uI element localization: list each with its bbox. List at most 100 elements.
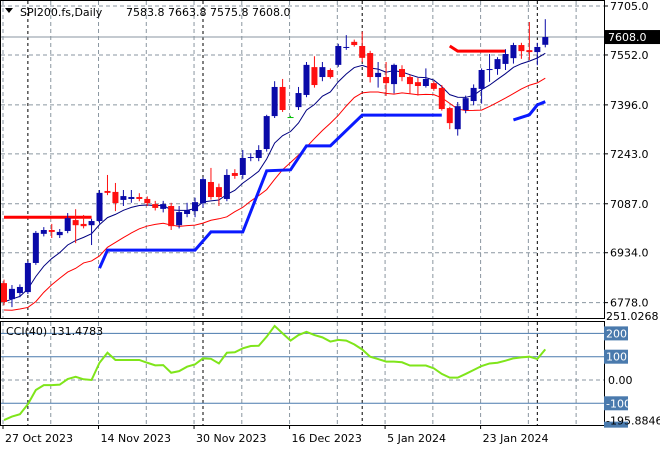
bull-candle — [534, 46, 541, 53]
bull-candle — [32, 232, 39, 263]
price-tick-label: 7705.0 — [610, 0, 649, 13]
bear-candle — [80, 223, 87, 227]
cci-label: CCI(40) 131.4783 — [6, 325, 103, 338]
bear-candle — [231, 173, 238, 176]
time-tick-label: 27 Oct 2023 — [5, 432, 73, 445]
bull-candle — [263, 116, 270, 150]
bear-candle — [152, 204, 159, 208]
bull-candle — [200, 179, 206, 204]
bear-candle — [48, 230, 55, 232]
bear-candle — [351, 41, 358, 46]
bear-candle — [406, 77, 413, 85]
bull-candle — [375, 72, 382, 78]
bull-candle — [319, 67, 326, 78]
bull-candle — [128, 197, 135, 199]
bear-candle — [104, 190, 111, 193]
bull-candle — [176, 212, 183, 226]
bear-candle — [518, 45, 525, 52]
bull-candle — [8, 288, 15, 300]
fast-ma-line — [3, 52, 546, 303]
bull-candle — [470, 87, 477, 102]
bear-candle — [383, 77, 390, 84]
bull-candle — [192, 202, 199, 212]
price-tick-label: 6934.0 — [610, 247, 649, 260]
bear-candle — [112, 191, 119, 204]
bull-candle — [454, 106, 461, 130]
ohlc-label: 7583.8 7663.8 7575.8 7608.0 — [126, 6, 290, 19]
bull-candle — [422, 78, 429, 86]
cci-min-label: -195.8846 — [606, 415, 660, 428]
cci-level-box — [604, 396, 628, 411]
bear-candle — [207, 182, 214, 198]
bull-candle — [287, 117, 294, 119]
cci-tick-label: -100 — [606, 397, 631, 410]
cci-level-box — [604, 349, 628, 364]
cci-panel-border — [0, 321, 605, 426]
bull-candle — [160, 204, 167, 209]
bull-candle — [478, 70, 485, 89]
resistance-line — [448, 44, 506, 53]
support-line — [512, 100, 546, 122]
bull-candle — [120, 196, 127, 200]
bull-candle — [494, 59, 501, 70]
current-price-box — [604, 30, 660, 45]
price-tick-label: 7552.0 — [610, 49, 649, 62]
bull-candle — [271, 86, 278, 117]
bear-candle — [279, 86, 286, 110]
bear-candle — [446, 108, 453, 124]
bull-candle — [184, 210, 191, 214]
bull-candle — [462, 98, 469, 110]
bear-candle — [414, 82, 421, 86]
cci-panel — [1, 324, 604, 421]
current-price-label: 7608.0 — [608, 31, 647, 44]
bear-candle — [1, 283, 7, 302]
bull-candle — [295, 93, 302, 108]
bull-candle — [40, 230, 47, 234]
cci-line — [3, 324, 547, 421]
bear-candle — [399, 69, 405, 78]
bear-candle — [215, 187, 222, 198]
bull-candle — [502, 54, 509, 64]
bear-candle — [311, 67, 318, 86]
support-line — [98, 113, 442, 269]
time-tick-label: 5 Jan 2024 — [387, 432, 446, 445]
cci-tick-label: 200 — [606, 327, 627, 340]
bull-candle — [255, 150, 262, 158]
cci-tick-label: 0.00 — [608, 374, 633, 387]
bull-candle — [88, 221, 95, 226]
grid — [0, 0, 605, 426]
price-tick-label: 7396.0 — [610, 99, 649, 112]
bear-candle — [438, 87, 445, 110]
cci-min-box — [604, 421, 628, 428]
bull-candle — [239, 158, 246, 175]
bull-candle — [223, 174, 230, 199]
time-tick-label: 16 Dec 2023 — [292, 432, 362, 445]
bull-candle — [391, 64, 398, 85]
bull-candle — [335, 46, 342, 65]
bull-candle — [16, 286, 23, 294]
bear-candle — [168, 206, 175, 227]
cci-tick-label: 100 — [606, 351, 627, 364]
collapse-triangle-icon[interactable] — [5, 8, 13, 13]
bull-candle — [96, 192, 103, 222]
time-tick-label: 30 Nov 2023 — [196, 432, 266, 445]
bull-candle — [64, 218, 71, 231]
price-tick-label: 6778.0 — [610, 297, 649, 310]
time-tick-label: 23 Jan 2024 — [483, 432, 549, 445]
main-panel-border — [0, 0, 605, 319]
price-tick-label: 7243.0 — [610, 148, 649, 161]
bear-candle — [144, 198, 151, 204]
bull-candle — [303, 64, 310, 95]
candles — [1, 19, 549, 308]
bear-candle — [367, 53, 374, 78]
bull-candle — [343, 46, 350, 48]
bear-candle — [526, 50, 533, 53]
bull-candle — [24, 262, 31, 293]
price-tick-label: 7087.0 — [610, 198, 649, 211]
cci-max-label: 251.0268 — [606, 310, 659, 323]
bear-candle — [327, 70, 334, 78]
bull-candle — [247, 157, 254, 159]
bear-candle — [72, 220, 79, 226]
